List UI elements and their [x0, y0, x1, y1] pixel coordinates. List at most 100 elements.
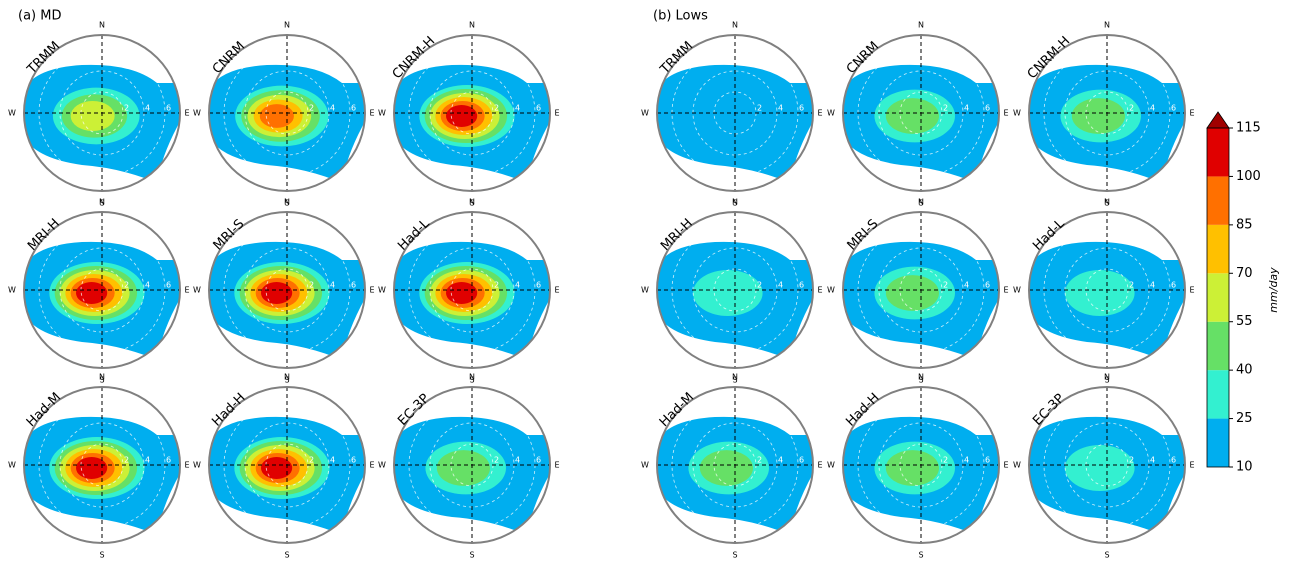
compass-label: E	[554, 286, 559, 295]
compass-label: N	[469, 373, 475, 382]
compass-label: W	[827, 286, 835, 295]
ring-label: 4	[330, 281, 335, 290]
contour-fill	[1065, 445, 1135, 491]
panel-frame	[393, 386, 551, 544]
ring-label: 6	[166, 281, 171, 290]
ring-label: 2	[309, 456, 314, 465]
compass-label: E	[184, 461, 189, 470]
colorbar-segment	[1207, 128, 1229, 177]
compass-label: N	[1104, 373, 1110, 382]
contour-field	[843, 416, 999, 535]
ring-label: 4	[778, 456, 783, 465]
compass-label: E	[1189, 461, 1194, 470]
contour-field	[394, 241, 550, 360]
panel-frame	[393, 34, 551, 192]
contour-field	[394, 64, 550, 183]
compass-label: W	[8, 109, 16, 118]
ring-label: 2	[309, 104, 314, 113]
colorbar-tick-label: 25	[1236, 411, 1253, 426]
panel-frame	[23, 386, 181, 544]
compass-label: S	[1104, 376, 1109, 385]
compass-label: W	[641, 109, 649, 118]
compass-label: N	[99, 21, 105, 30]
compass-label: S	[1104, 551, 1109, 560]
compass-label: E	[1003, 461, 1008, 470]
ring-label: 4	[330, 104, 335, 113]
colorbar-tick-label: 40	[1236, 363, 1253, 378]
panel-frame	[208, 34, 366, 192]
compass-label: E	[369, 461, 374, 470]
compass-label: S	[918, 376, 923, 385]
compass-label: S	[284, 551, 289, 560]
panel-frame	[656, 34, 814, 192]
compass-label: S	[469, 199, 474, 208]
compass-label: N	[918, 198, 924, 207]
contour-field	[209, 416, 365, 535]
contour-fill	[261, 282, 293, 304]
ring-label: 4	[1150, 281, 1155, 290]
colorbar-tick-label: 55	[1236, 314, 1253, 329]
panel-frame	[842, 34, 1000, 192]
contour-field	[843, 64, 999, 183]
compass-label: N	[1104, 21, 1110, 30]
ring-label: 2	[1129, 104, 1134, 113]
contour-fill	[261, 457, 293, 479]
ring-label: 6	[985, 456, 990, 465]
compass-label: N	[99, 373, 105, 382]
compass-label: E	[369, 286, 374, 295]
colorbar-tick-label: 70	[1236, 266, 1253, 281]
contour-fill	[885, 450, 940, 486]
contour-field	[24, 416, 180, 535]
contour-field	[1029, 241, 1185, 360]
compass-label: W	[193, 461, 201, 470]
contour-field	[843, 241, 999, 360]
colorbar-frame	[1206, 127, 1230, 468]
compass-label: W	[1013, 286, 1021, 295]
ring-label: 4	[515, 281, 520, 290]
panel-frame	[1028, 386, 1186, 544]
colorbar-tick-label: 10	[1236, 460, 1253, 475]
colorbar-segment	[1207, 273, 1229, 322]
panel-frame	[393, 211, 551, 369]
ring-label: 6	[985, 281, 990, 290]
contour-field	[1029, 64, 1185, 183]
compass-label: W	[827, 461, 835, 470]
colorbar-segment	[1207, 418, 1229, 467]
ring-label: 6	[536, 104, 541, 113]
compass-label: E	[554, 461, 559, 470]
ring-label: 6	[985, 104, 990, 113]
panel-frame	[23, 34, 181, 192]
ring-label: 4	[964, 456, 969, 465]
compass-label: E	[184, 109, 189, 118]
ring-label: 2	[757, 456, 762, 465]
contour-fill	[699, 450, 754, 486]
compass-label: N	[1104, 198, 1110, 207]
colorbar-segment	[1207, 321, 1229, 371]
ring-label: 6	[1171, 104, 1176, 113]
compass-label: S	[469, 551, 474, 560]
colorbar-segment	[1207, 176, 1229, 225]
compass-label: N	[284, 198, 290, 207]
compass-label: W	[8, 286, 16, 295]
ring-label: 6	[351, 456, 356, 465]
ring-label: 4	[330, 456, 335, 465]
colorbar-segment	[1207, 370, 1229, 419]
compass-label: S	[284, 376, 289, 385]
ring-label: 4	[778, 281, 783, 290]
panel-frame	[842, 211, 1000, 369]
panel-frame	[656, 386, 814, 544]
compass-label: N	[918, 373, 924, 382]
contour-fill	[70, 101, 115, 131]
contour-field	[657, 64, 813, 183]
compass-label: N	[732, 373, 738, 382]
ring-label: 2	[124, 281, 129, 290]
ring-label: 2	[943, 456, 948, 465]
